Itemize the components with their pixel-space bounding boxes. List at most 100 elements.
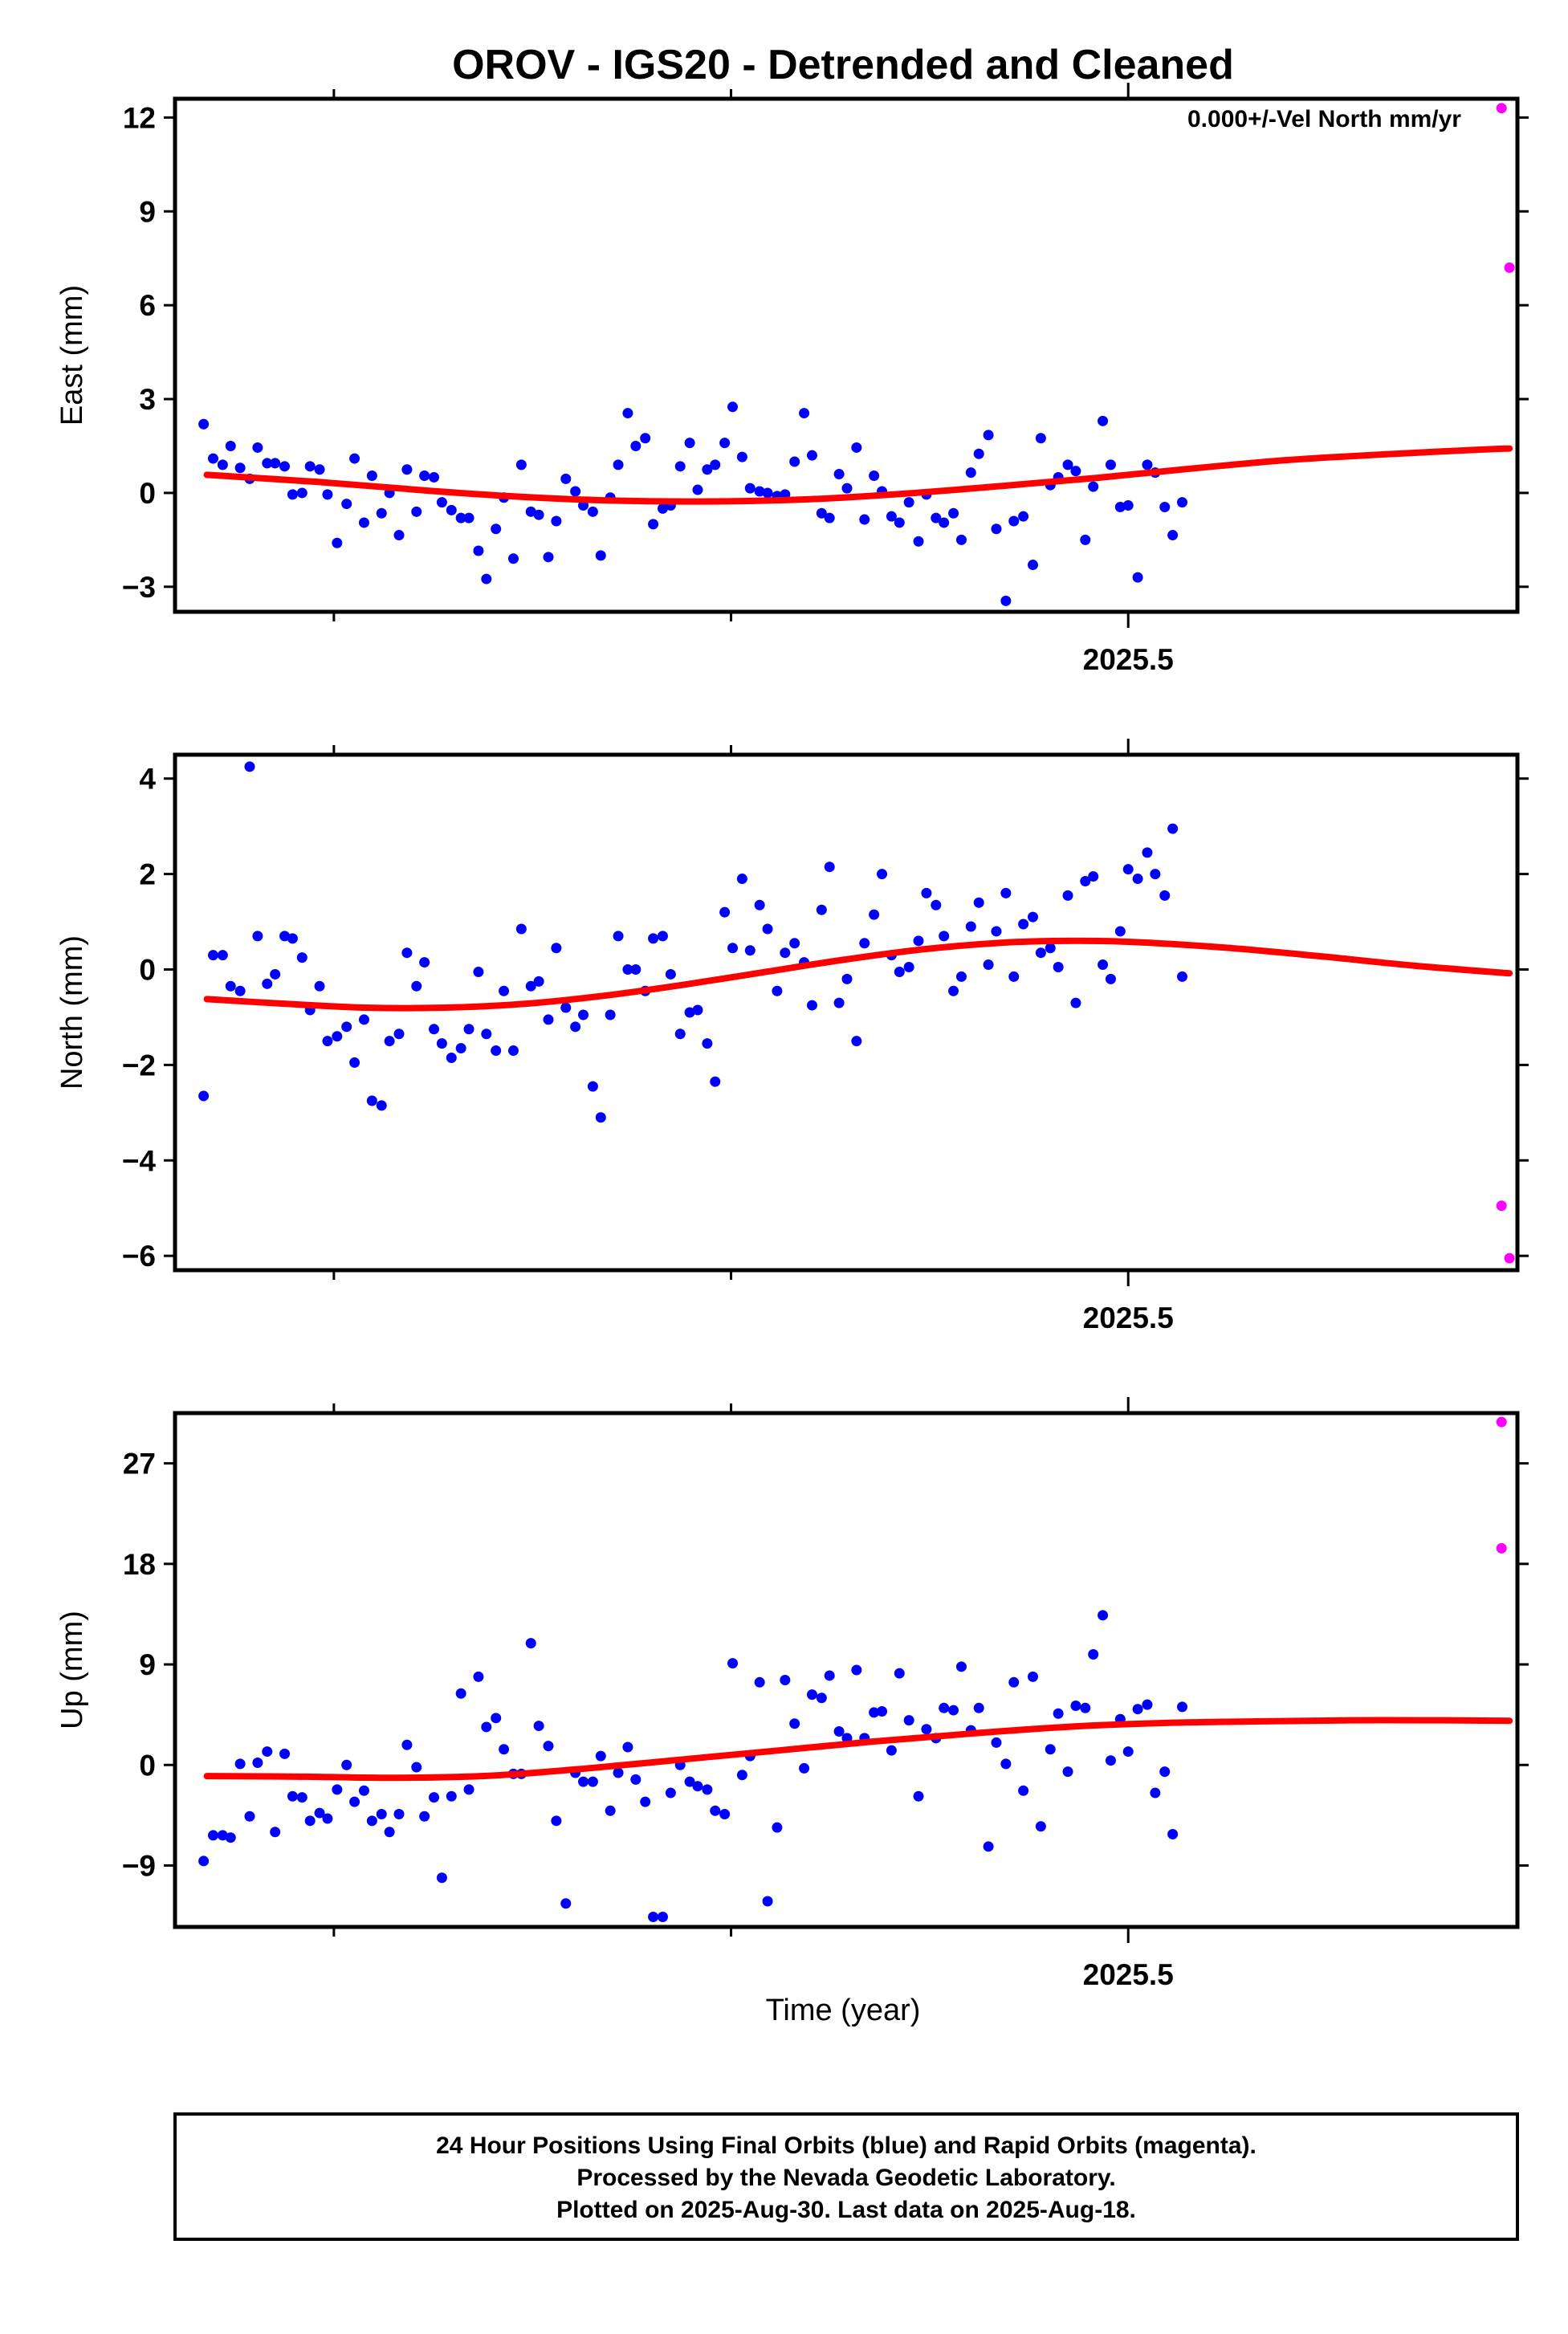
final-point [595,1750,606,1762]
final-point [491,1045,502,1057]
final-point [270,968,281,980]
final-point [719,1808,731,1819]
final-point [419,957,430,968]
final-point [754,486,765,497]
final-point [973,1702,984,1713]
final-point [1080,876,1091,887]
panel-north: −6 −4 −2 0 2 4 2025.5 North (mm) [55,739,1529,1334]
plot-area-east [198,103,1515,606]
final-point [1122,500,1134,511]
final-point [939,931,950,942]
final-point [515,923,527,935]
final-point [217,459,228,470]
panel-up: −9 0 9 18 27 2025.5 Up (mm) [55,1397,1529,1991]
final-point [824,862,835,873]
final-point [657,503,668,514]
final-point [481,573,492,585]
final-point [587,1081,598,1092]
final-point [419,1811,430,1822]
final-point [1062,890,1073,901]
final-point [841,483,853,494]
final-point [463,1784,474,1795]
final-point [533,509,544,520]
final-point [1114,501,1126,512]
final-point [921,1724,932,1735]
y-tick-label-up: 0 [139,1749,156,1782]
final-point [973,448,984,459]
final-point [1150,1787,1161,1798]
final-point [859,514,870,525]
final-point [279,461,291,472]
rapid-point [1504,262,1515,273]
final-point [543,552,554,563]
final-point [605,1805,616,1816]
rapid-point [1496,1542,1507,1554]
final-point [376,1100,387,1111]
final-point [234,1758,246,1770]
final-point [684,1007,695,1018]
final-point [833,469,845,480]
final-point [948,1705,959,1716]
final-point [393,1029,405,1040]
y-tick-label-north: −2 [122,1049,156,1081]
final-point [789,456,800,467]
final-point [446,504,457,515]
final-point [411,506,422,517]
final-point [869,909,880,920]
y-tick-label-east: −3 [122,571,156,604]
final-point [491,523,502,535]
footer-line-1: 24 Hour Positions Using Final Orbits (bl… [436,2132,1256,2159]
final-point [515,459,527,470]
final-point [507,1045,519,1057]
final-point [1105,1755,1116,1766]
final-point [332,537,343,548]
final-point [877,1705,888,1717]
final-point [877,869,888,880]
final-point [287,1790,298,1802]
final-point [429,1024,440,1035]
final-point [198,1855,210,1867]
final-point [1070,466,1081,477]
final-point [1018,1785,1029,1796]
final-point [692,484,703,495]
final-point [322,489,333,500]
final-point [851,442,862,453]
final-point [244,761,255,772]
final-point [657,1911,668,1922]
final-point [965,921,976,932]
final-point [1035,947,1046,959]
final-point [234,985,246,996]
final-point [1000,595,1012,606]
footer-line-2: Processed by the Nevada Geodetic Laborat… [576,2165,1115,2191]
final-point [772,1822,783,1833]
final-point [1008,1676,1020,1688]
final-point [1114,926,1126,937]
final-point [296,487,307,499]
final-point [762,923,773,935]
final-point [262,1746,273,1758]
final-point [630,440,641,451]
final-point [499,985,510,996]
panel-east: −3 0 3 6 9 12 2025.5 East (mm) 0.000+/-Vel North… [55,83,1529,676]
final-point [262,978,273,989]
final-point [719,438,731,449]
final-point [1000,887,1012,898]
final-point [507,553,519,564]
x-tick-label-east: 2025.5 [1083,643,1174,676]
final-point [674,1029,686,1040]
annotation-east: 0.000+/-Vel North mm/yr [1187,106,1461,132]
final-point [1105,459,1116,470]
final-point [886,511,897,522]
final-point [198,1090,210,1102]
footer-line-3: Plotted on 2025-Aug-30. Last data on 202… [556,2197,1136,2223]
panel-frame-east [173,96,1520,614]
final-point [1062,459,1073,470]
final-point [991,926,1002,937]
final-point [296,952,307,963]
final-point [1080,1702,1091,1713]
final-point [983,430,994,441]
final-point [702,464,713,475]
final-point [560,1898,572,1909]
final-point [595,550,606,561]
final-point [411,1762,422,1773]
